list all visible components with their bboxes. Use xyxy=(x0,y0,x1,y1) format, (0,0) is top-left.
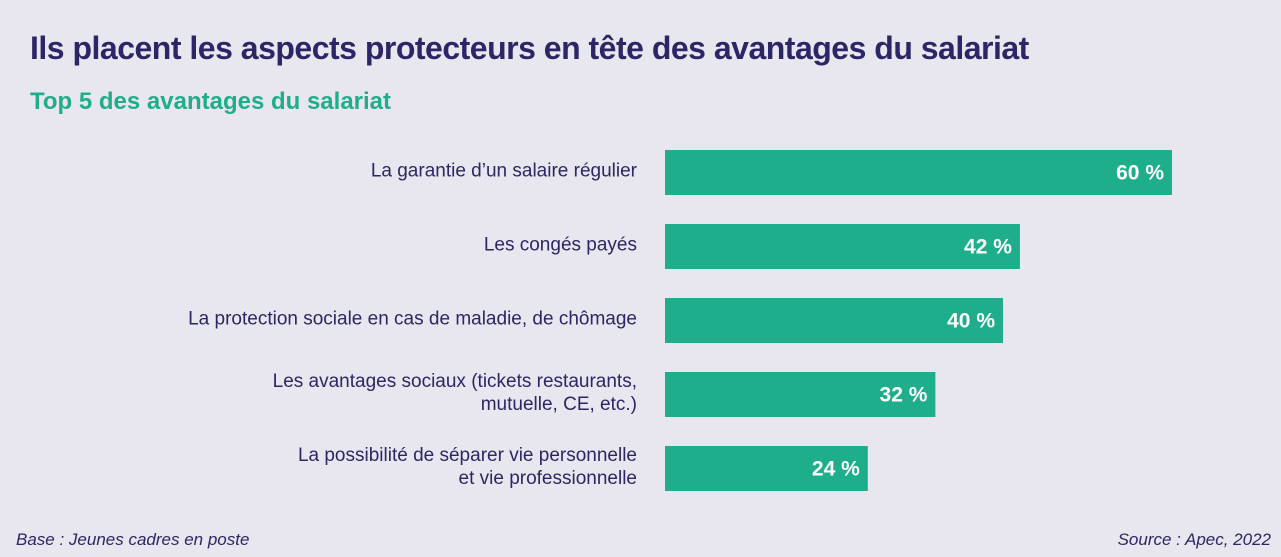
category-label-5: La possibilité de séparer vie personnell… xyxy=(298,445,637,489)
chart-subtitle: Top 5 des avantages du salariat xyxy=(30,88,392,115)
chart-title: Ils placent les aspects protecteurs en t… xyxy=(30,30,1029,66)
value-label-5: 24 % xyxy=(812,458,860,481)
category-label-3: La protection sociale en cas de maladie,… xyxy=(188,309,637,330)
bar-1 xyxy=(665,150,1172,195)
bar-3 xyxy=(665,298,1003,343)
category-label-2: Les congés payés xyxy=(484,235,637,256)
source-note: Source : Apec, 2022 xyxy=(1117,530,1271,549)
bar-4 xyxy=(665,372,936,417)
value-label-1: 60 % xyxy=(1116,162,1164,185)
category-label-4: Les avantages sociaux (tickets restauran… xyxy=(273,371,637,415)
bar-2 xyxy=(665,224,1020,269)
base-note: Base : Jeunes cadres en poste xyxy=(16,530,250,549)
value-label-3: 40 % xyxy=(947,310,995,333)
category-label-1: La garantie d’un salaire régulier xyxy=(371,161,638,182)
bar-5 xyxy=(665,446,868,491)
value-label-2: 42 % xyxy=(964,236,1012,259)
value-label-4: 32 % xyxy=(880,384,928,407)
